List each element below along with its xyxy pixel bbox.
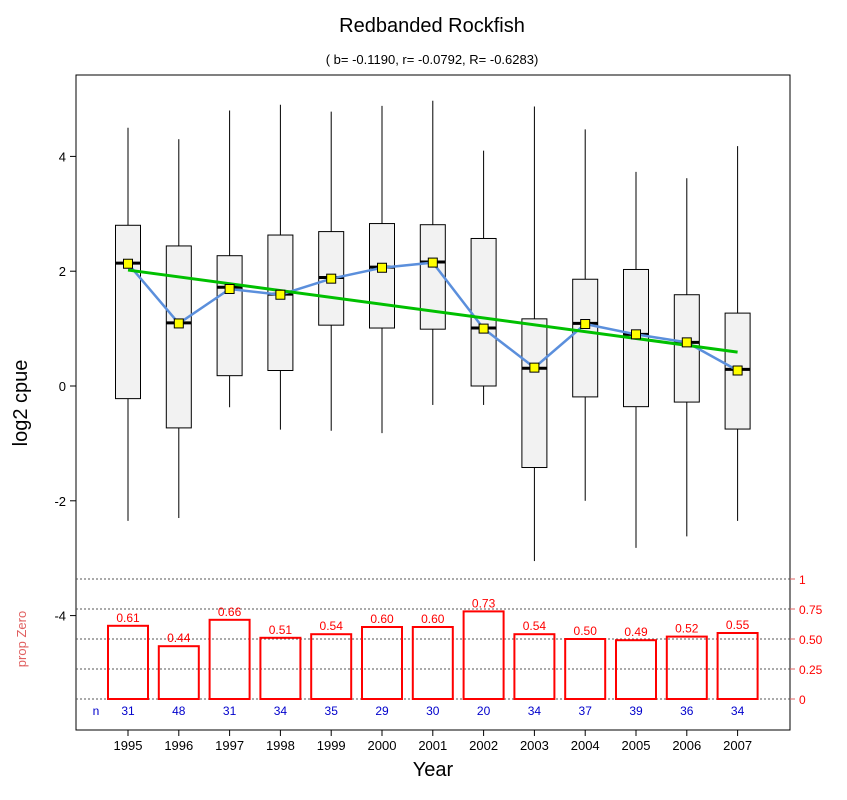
x-tick-label: 1999 [317, 738, 346, 753]
prop-zero-value-label: 0.54 [523, 619, 547, 633]
mean-marker [173, 318, 184, 329]
n-value: 31 [223, 704, 237, 718]
n-value: 20 [477, 704, 491, 718]
x-tick-label: 1996 [164, 738, 193, 753]
prop-zero-bar [361, 626, 403, 700]
y-tick-label: -2 [54, 494, 66, 509]
prop-zero-value-label: 0.44 [167, 631, 191, 645]
y-tick-label: 0 [59, 379, 66, 394]
x-tick-label: 2006 [672, 738, 701, 753]
prop-zero-bar [513, 633, 556, 701]
x-tick-label: 2003 [520, 738, 549, 753]
n-value: 34 [528, 704, 542, 718]
box [165, 245, 192, 429]
x-tick-label: 1997 [215, 738, 244, 753]
prop-zero-bar [157, 645, 200, 701]
box [470, 237, 497, 387]
n-value: 34 [274, 704, 288, 718]
prop-zero-value-label: 0.73 [472, 596, 496, 610]
prop-zero-bar [208, 618, 251, 700]
y-tick-label: 4 [59, 149, 66, 164]
mean-marker [123, 258, 133, 269]
prop-zero-bar [564, 638, 607, 700]
x-tick-label: 1998 [266, 738, 295, 753]
prop-zero-label: prop Zero [14, 611, 29, 667]
prop-zero-tick-label: 0 [799, 693, 806, 707]
mean-marker [224, 283, 235, 294]
n-value: 34 [731, 704, 745, 718]
prop-zero-value-label: 0.49 [624, 625, 648, 639]
n-value: 30 [426, 704, 440, 718]
mean-marker [732, 365, 743, 376]
prop-zero-value-label: 0.66 [218, 605, 242, 619]
box [572, 278, 599, 398]
prop-zero-value-label: 0.50 [574, 624, 598, 638]
x-tick-label: 2001 [418, 738, 447, 753]
n-value: 29 [375, 704, 389, 718]
mean-marker [326, 273, 337, 284]
chart-subtitle: ( b= -0.1190, r= -0.0792, R= -0.6283) [326, 52, 539, 67]
n-value: 48 [172, 704, 186, 718]
x-tick-label: 2005 [622, 738, 651, 753]
prop-zero-bar [615, 639, 657, 701]
prop-zero-value-label: 0.55 [726, 618, 750, 632]
mean-marker [427, 257, 438, 268]
prop-zero-value-label: 0.51 [269, 623, 293, 637]
x-axis-label: Year [413, 759, 454, 781]
x-tick-label: 2004 [571, 738, 600, 753]
prop-zero-bar [259, 636, 302, 700]
prop-zero-value-label: 0.61 [116, 611, 140, 625]
box [216, 255, 243, 377]
n-value: 37 [579, 704, 593, 718]
mean-marker [529, 362, 540, 373]
mean-marker [377, 262, 387, 273]
prop-zero-bar [107, 624, 149, 700]
prop-zero-tick-label: 1 [799, 573, 806, 587]
box [267, 234, 294, 372]
box [369, 223, 395, 329]
x-tick-label: 2000 [368, 738, 397, 753]
n-value: 35 [325, 704, 339, 718]
mean-marker [275, 289, 286, 300]
prop-zero-bar [310, 633, 353, 701]
prop-zero-value-label: 0.54 [320, 619, 344, 633]
prop-zero-value-label: 0.60 [421, 612, 445, 626]
box [521, 318, 548, 469]
prop-zero-tick-label: 0.75 [799, 603, 823, 617]
mean-marker [631, 329, 641, 340]
x-tick-label: 2002 [469, 738, 498, 753]
prop-zero-tick-label: 0.50 [799, 633, 823, 647]
prop-zero-value-label: 0.60 [370, 612, 394, 626]
box [115, 224, 141, 400]
prop-zero-value-label: 0.52 [675, 622, 699, 636]
y-axis-label: log2 cpue [10, 360, 32, 447]
mean-marker [478, 323, 489, 334]
mean-marker [580, 319, 591, 330]
n-value: 36 [680, 704, 694, 718]
prop-zero-bar [665, 635, 708, 700]
n-label: n [93, 704, 100, 718]
chart-title: Redbanded Rockfish [339, 15, 525, 37]
y-tick-label: -4 [54, 609, 66, 624]
prop-zero-bar [716, 632, 759, 700]
prop-zero-bar [411, 626, 454, 700]
mean-marker [681, 337, 692, 348]
n-value: 39 [629, 704, 643, 718]
x-tick-label: 2007 [723, 738, 752, 753]
n-value: 31 [121, 704, 135, 718]
prop-zero-tick-label: 0.25 [799, 663, 823, 677]
y-tick-label: 2 [59, 264, 66, 279]
prop-zero-bar [462, 610, 505, 701]
x-tick-label: 1995 [114, 738, 143, 753]
